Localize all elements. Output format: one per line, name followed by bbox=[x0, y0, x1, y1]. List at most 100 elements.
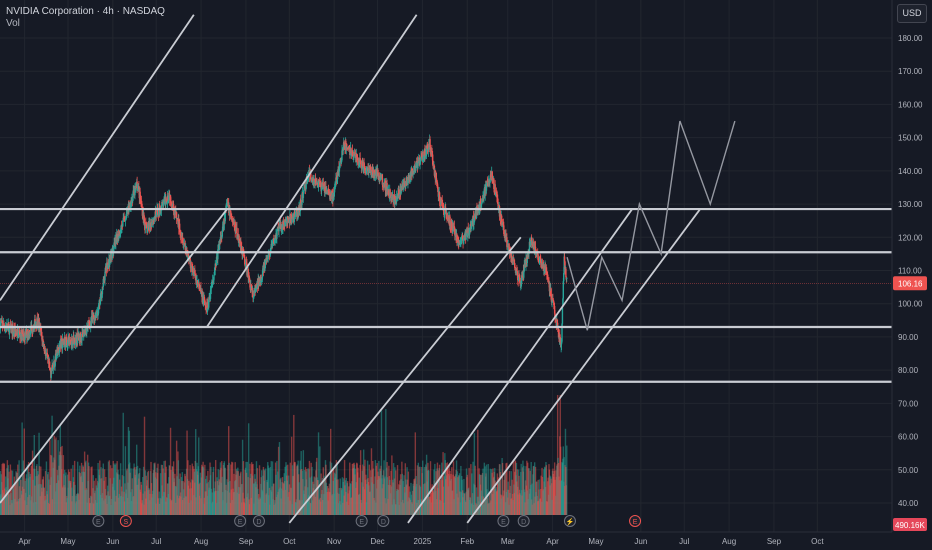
candle-body bbox=[412, 173, 414, 175]
candle-body bbox=[151, 221, 153, 228]
event-marker[interactable]: S bbox=[119, 515, 132, 527]
candle-body bbox=[154, 210, 157, 220]
candle-body bbox=[152, 222, 154, 224]
candle-body bbox=[438, 194, 440, 197]
candle-body bbox=[514, 267, 516, 269]
volume-bar bbox=[290, 436, 293, 515]
candle-body bbox=[172, 204, 175, 211]
volume-bar bbox=[267, 465, 269, 515]
price-axis: 40.00 50.00 60.00 70.00 80.00 90.00 100.00 110.… bbox=[891, 0, 923, 532]
volume-bar bbox=[247, 423, 250, 515]
candle-body bbox=[306, 180, 308, 184]
candle-body bbox=[427, 148, 430, 151]
candle-body bbox=[324, 192, 326, 194]
candle-body bbox=[562, 281, 565, 299]
volume-bar bbox=[100, 478, 103, 515]
candle-body bbox=[426, 144, 429, 150]
candle-body bbox=[403, 182, 405, 186]
currency-button[interactable]: USD bbox=[897, 4, 927, 23]
candle-body bbox=[101, 294, 103, 298]
candle-body bbox=[469, 228, 471, 230]
volume-bar bbox=[202, 467, 205, 515]
price-tick-label: 140.00 bbox=[898, 167, 923, 176]
event-marker[interactable]: D bbox=[377, 515, 390, 527]
volume-bar bbox=[534, 466, 537, 515]
candle-body bbox=[266, 255, 269, 260]
time-tick-label: Feb bbox=[460, 537, 474, 546]
event-marker[interactable]: E bbox=[629, 515, 642, 527]
candle-body bbox=[97, 313, 99, 316]
price-tick-label: 130.00 bbox=[898, 200, 923, 209]
candle-body bbox=[57, 347, 60, 351]
symbol-title[interactable]: NVIDIA Corporation · 4h · NASDAQ bbox=[6, 6, 165, 17]
candle-body bbox=[207, 307, 210, 309]
candle-body bbox=[14, 331, 17, 333]
candle-body bbox=[273, 238, 275, 243]
volume-bar bbox=[504, 471, 506, 515]
candle-body bbox=[93, 314, 95, 318]
time-tick-label: Aug bbox=[722, 537, 736, 546]
volume-bar bbox=[54, 439, 56, 515]
volume-legend-label[interactable]: Vol bbox=[6, 18, 20, 29]
candle-body bbox=[232, 222, 234, 224]
candle-body bbox=[267, 253, 270, 257]
event-marker[interactable]: E bbox=[355, 515, 368, 527]
volume-bar bbox=[337, 479, 339, 515]
candle-body bbox=[314, 179, 316, 185]
candle-body bbox=[539, 256, 541, 262]
event-marker[interactable]: E bbox=[92, 515, 105, 527]
candle-body bbox=[12, 326, 14, 334]
event-marker[interactable]: E bbox=[234, 515, 247, 527]
candle-body bbox=[429, 147, 432, 154]
volume-bar bbox=[438, 464, 441, 515]
candle-body bbox=[132, 190, 134, 198]
price-tick-label: 90.00 bbox=[898, 333, 919, 342]
candle-body bbox=[415, 167, 417, 170]
candle-body bbox=[562, 298, 564, 307]
candle-body bbox=[210, 288, 212, 291]
price-tick-label: 80.00 bbox=[898, 366, 919, 375]
event-marker[interactable]: D bbox=[517, 515, 530, 527]
price-tick-label: 150.00 bbox=[898, 134, 923, 143]
candle-body bbox=[60, 339, 63, 342]
candle-body bbox=[552, 299, 555, 302]
price-tick-label: 110.00 bbox=[898, 267, 922, 276]
event-marker[interactable]: E bbox=[497, 515, 510, 527]
candle-body bbox=[236, 227, 238, 239]
candle-body bbox=[481, 199, 483, 204]
candle-body bbox=[217, 249, 219, 260]
candle-body bbox=[419, 159, 421, 164]
candle-body bbox=[213, 271, 216, 276]
time-axis: Apr May Jun Jul Aug Sep Oct Nov Dec 2025 Feb Mar Apr… bbox=[0, 531, 892, 546]
candle-body bbox=[166, 202, 168, 204]
candle-body bbox=[519, 281, 522, 286]
candle-body bbox=[229, 210, 232, 212]
candle-body bbox=[462, 240, 465, 243]
event-marker[interactable]: D bbox=[252, 515, 265, 527]
candle-body bbox=[507, 245, 510, 250]
volume-bar bbox=[510, 471, 512, 515]
volume-bar bbox=[88, 466, 90, 515]
volume-bar bbox=[386, 477, 389, 515]
volume-bar bbox=[245, 472, 248, 515]
volume-bar bbox=[184, 476, 187, 515]
candle-body bbox=[459, 243, 462, 245]
candle-body bbox=[89, 323, 91, 326]
event-marker[interactable]: ⚡ bbox=[563, 515, 576, 527]
volume-tag: 490.16K bbox=[893, 518, 927, 531]
candle-body bbox=[228, 205, 231, 216]
candle-body bbox=[382, 183, 384, 187]
candle-body bbox=[523, 271, 525, 278]
candle-body bbox=[515, 270, 517, 274]
candle-body bbox=[513, 260, 515, 264]
candle-body bbox=[540, 257, 542, 263]
volume-bar bbox=[26, 464, 29, 515]
candle-body bbox=[125, 218, 127, 220]
candle-body bbox=[543, 270, 546, 272]
candle-body bbox=[415, 160, 418, 164]
candle-body bbox=[94, 316, 96, 321]
time-tick-label: Jul bbox=[151, 537, 161, 546]
candle-body bbox=[52, 367, 55, 370]
candle-body bbox=[74, 344, 76, 345]
